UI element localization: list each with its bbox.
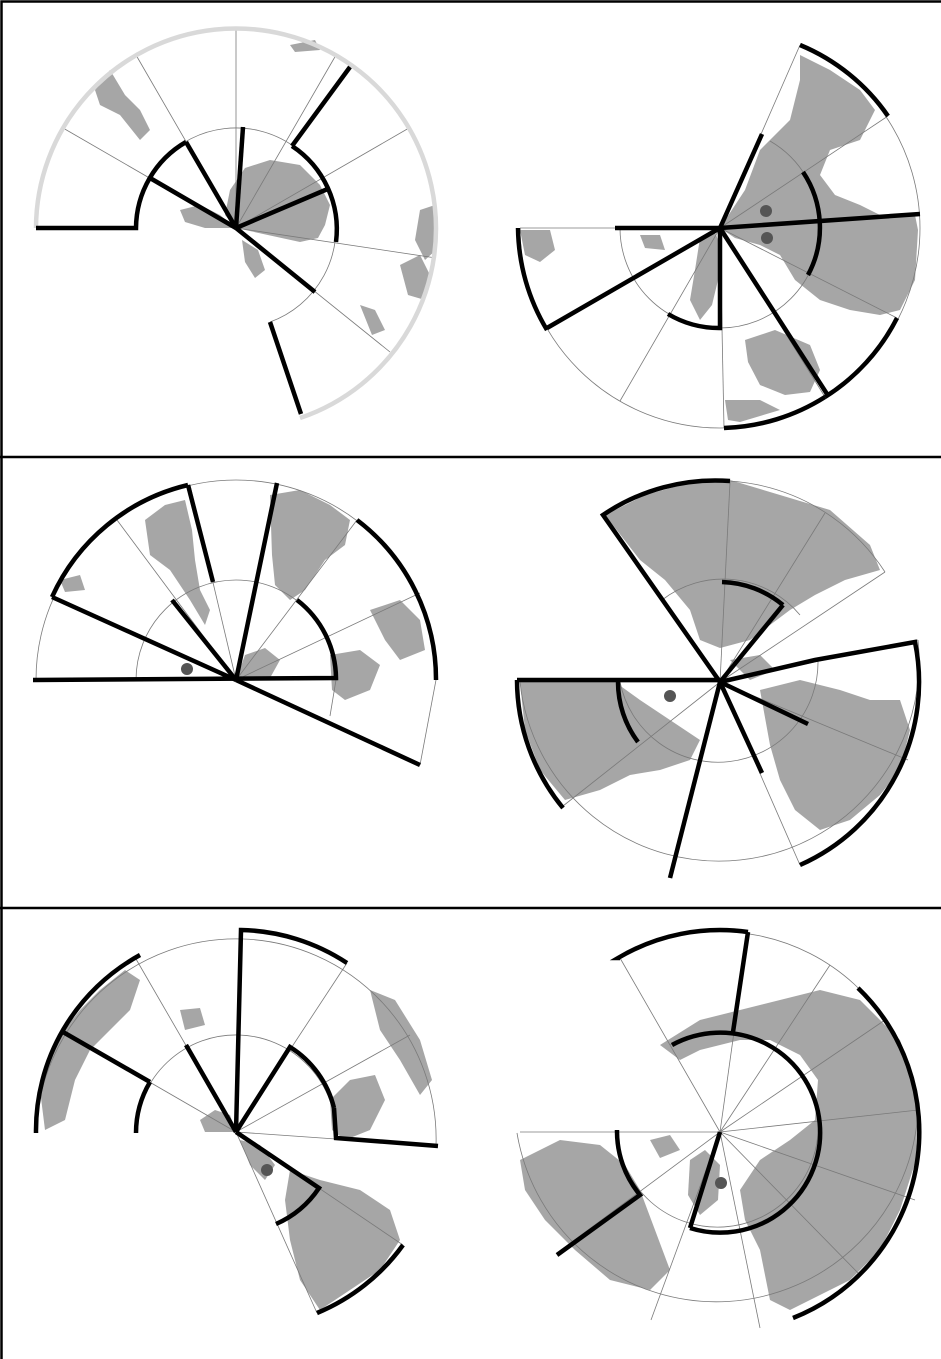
landmass <box>370 600 425 660</box>
marker-dot <box>664 690 676 702</box>
landmass <box>95 70 150 140</box>
panel-2-maze <box>515 42 921 431</box>
landmass <box>745 330 820 395</box>
maze-walls <box>32 482 439 768</box>
maze-walls <box>36 65 352 415</box>
landmass <box>650 1135 680 1158</box>
landmass <box>236 648 280 680</box>
landmass <box>760 680 910 830</box>
panel-3-maze <box>32 479 439 768</box>
landmass <box>330 650 380 700</box>
maze-walls <box>514 478 922 879</box>
landmass <box>145 500 210 625</box>
maze-walls <box>555 927 922 1321</box>
landmass <box>360 305 385 335</box>
marker-dot <box>261 1164 273 1176</box>
landmass <box>270 490 350 600</box>
marker-dot <box>760 205 772 217</box>
panel-6-maze <box>516 927 922 1329</box>
marker-dot <box>715 1177 727 1189</box>
landmass <box>660 990 918 1310</box>
landmass <box>520 682 700 800</box>
marker-dot <box>181 663 193 675</box>
marker-dot <box>761 232 773 244</box>
maze-walls <box>515 42 921 431</box>
landmass <box>725 400 780 422</box>
landmass <box>370 990 432 1095</box>
maze-walls <box>33 927 439 1316</box>
landmass <box>690 232 722 320</box>
landmass <box>330 1075 385 1140</box>
landmass <box>520 230 555 262</box>
landmass <box>60 575 85 592</box>
panel-5-maze <box>33 927 439 1316</box>
panel-1-maze <box>33 26 439 421</box>
landmass <box>520 1140 670 1290</box>
grid-lines <box>35 479 437 766</box>
landmass <box>285 1170 400 1310</box>
landmass <box>605 480 880 648</box>
outer-rim <box>33 26 439 421</box>
landmass <box>242 240 265 278</box>
landmass <box>400 255 430 300</box>
landmass <box>640 235 665 250</box>
panel-4-maze <box>514 478 922 879</box>
landmass <box>180 1008 205 1030</box>
landmass <box>720 55 918 315</box>
landmass <box>415 205 436 260</box>
